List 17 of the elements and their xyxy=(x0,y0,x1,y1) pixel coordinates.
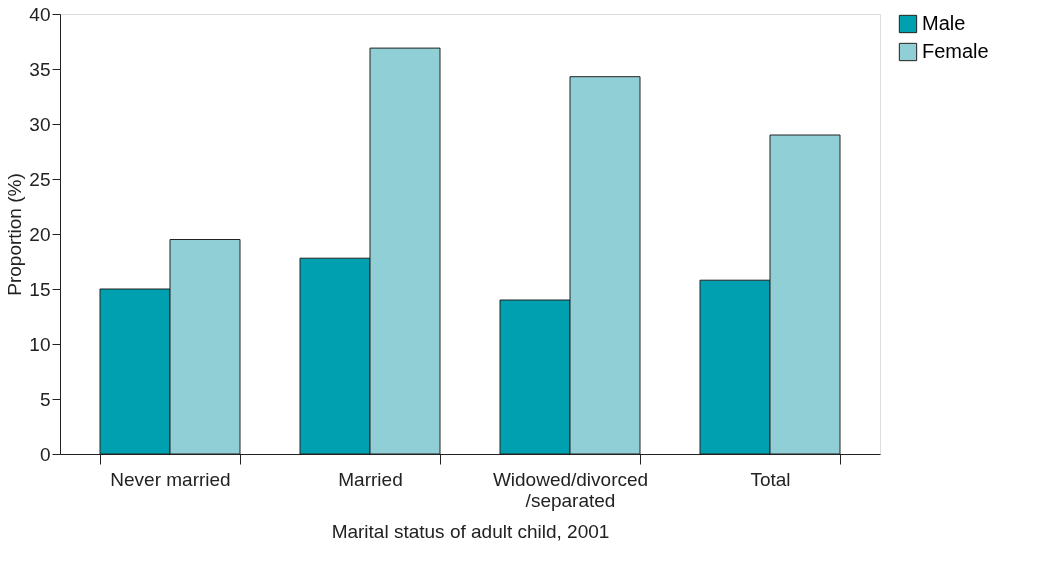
x-tick-label: Widowed/divorced /separated xyxy=(492,468,649,511)
y-tick-label: 35 xyxy=(29,58,51,80)
y-tick-label: 40 xyxy=(29,3,51,25)
y-tick-label: 30 xyxy=(29,113,51,135)
y-axis-title: Proportion (%) xyxy=(4,173,26,296)
legend-label: Male xyxy=(922,12,966,34)
y-tick-label: 20 xyxy=(29,223,51,245)
y-tick-label: 5 xyxy=(39,388,51,410)
x-tick-label: Married xyxy=(338,468,403,490)
x-tick-label: Never married xyxy=(110,468,231,490)
y-tick-label: 25 xyxy=(29,168,51,190)
x-tick-label: Total xyxy=(750,468,791,490)
x-axis-title: Marital status of adult child, 2001 xyxy=(331,520,610,542)
y-tick-label: 10 xyxy=(29,333,51,355)
legend-label: Female xyxy=(922,40,989,62)
y-tick-label: 15 xyxy=(29,278,51,300)
y-tick-label: 0 xyxy=(39,443,51,465)
